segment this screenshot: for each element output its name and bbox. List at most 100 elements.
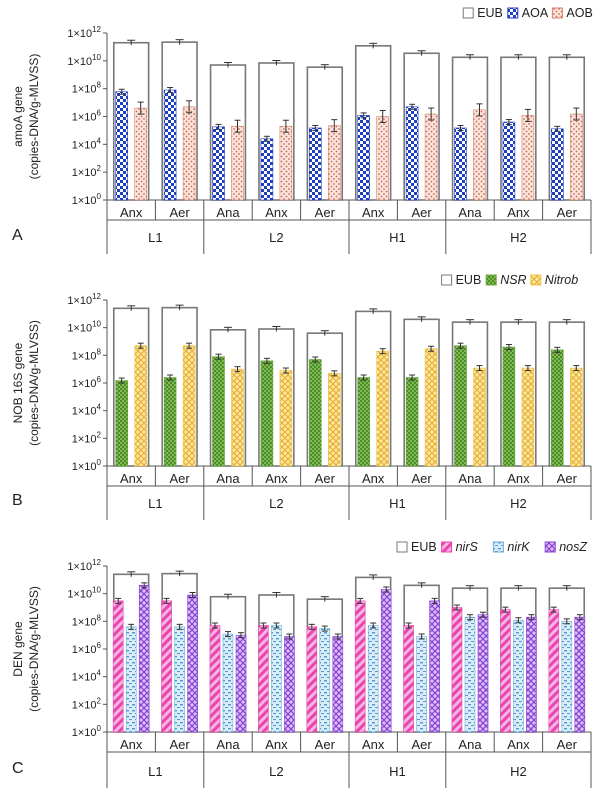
legend-label: NSR [500,273,526,287]
bar-nosZ [187,594,198,733]
bar-AOB [279,125,293,201]
x-category-label: Aer [411,471,432,486]
bar-AOA [405,106,419,201]
bar-NSR [550,349,564,467]
bar-NSR [308,359,322,467]
legend-swatch [462,7,474,19]
x-category-label: Ana [458,205,482,220]
bar-AOB [473,109,486,201]
y-tick-label: 1×1012 [67,558,101,573]
bar-nirS [306,626,318,733]
legend-label: EUB [456,273,482,287]
y-axis-label: (copies-DNA/g-MLVSS) [27,586,41,712]
bar-NSR [357,377,371,467]
y-tick-label: 1×104 [72,136,102,151]
legend-swatch [441,541,453,553]
legend-label: EUB [411,540,437,554]
x-category-label: Anx [120,471,143,486]
bar-AOB [376,116,390,201]
x-category-label: Aer [557,737,578,752]
bar-nirS [354,600,366,733]
y-tick-label: 1×100 [72,458,102,473]
x-category-label: Aer [169,205,190,220]
bar-nosZ [574,616,586,733]
legend-label: AOB [566,6,592,20]
bar-Nitrob [231,368,244,467]
y-tick-label: 1×1010 [67,320,101,335]
bar-nosZ [138,585,150,733]
bar-NSR [260,360,274,467]
bar-nosZ [380,589,392,733]
x-category-label: Aer [557,205,578,220]
x-group-label: L1 [148,496,162,511]
bar-NSR [115,380,128,467]
bar-AOA [260,138,274,201]
bar-nirK [222,633,234,733]
x-group-label: L1 [148,230,162,245]
legend-swatch [507,7,519,19]
x-category-label: Aer [169,471,190,486]
x-category-label: Anx [507,471,530,486]
y-tick-label: 1×102 [72,696,102,711]
bar-nirS [161,600,172,733]
bar-nosZ [235,634,247,733]
x-group-label: H2 [510,764,527,779]
bar-Nitrob [327,373,341,467]
bar-NSR [212,356,225,467]
x-group-label: L2 [269,764,283,779]
legend-swatch [396,541,408,553]
bar-AOA [212,126,225,201]
legend-label: nirK [507,540,530,554]
x-category-label: Anx [120,205,143,220]
panel-label: B [12,492,23,509]
x-group-label: H1 [389,496,406,511]
y-axis-label: amoA gene [11,86,25,147]
bar-nosZ [526,616,537,733]
bar-nirK [416,636,427,733]
y-tick-label: 1×106 [72,375,102,390]
bar-nosZ [429,600,440,733]
bar-AOA [502,121,516,201]
bar-nosZ [284,636,295,733]
bar-Nitrob [473,367,486,467]
x-category-label: Anx [265,205,288,220]
y-tick-label: 1×104 [72,403,102,418]
x-category-label: Anx [265,471,288,486]
bar-nirS [403,625,414,733]
bar-NSR [454,345,467,467]
y-tick-label: 1×108 [72,347,102,362]
bar-Nitrob [569,367,583,467]
y-axis-label: (copies-DNA/g-MLVSS) [27,54,41,180]
chart-panel-B: 1×100 1×102 1×104 1×106 1×108 1×1010 1×1012 Anx… [11,273,592,520]
bar-AOA [308,127,322,201]
x-group-label: H1 [389,230,406,245]
x-category-label: Anx [362,471,385,486]
x-category-label: Ana [458,737,482,752]
y-axis-label: NOB 16S gene [11,342,25,423]
bar-Nitrob [279,370,293,467]
legend-swatch [485,274,497,286]
bar-AOB [327,125,341,201]
bar-nirS [500,609,511,733]
y-tick-label: 1×1010 [67,586,101,601]
x-category-label: Aer [315,471,336,486]
y-tick-label: 1×102 [72,430,102,445]
chart-panel-C: 1×100 1×102 1×104 1×106 1×108 1×1010 1×1012 Anx… [11,540,592,788]
bar-AOB [134,107,147,201]
bar-nosZ [477,614,489,733]
bar-nirK [125,626,137,733]
x-group-label: H2 [510,496,527,511]
x-category-label: Anx [507,737,530,752]
bar-nirS [451,607,463,733]
bar-AOB [182,106,196,201]
x-category-label: Aer [411,737,432,752]
x-group-label: L1 [148,764,162,779]
bar-nirK [561,621,573,733]
bar-AOA [454,127,467,201]
bar-nirK [513,619,524,733]
x-category-label: Ana [458,471,482,486]
x-category-label: Aer [315,205,336,220]
bar-nirS [258,625,269,733]
bar-nirK [367,625,379,733]
